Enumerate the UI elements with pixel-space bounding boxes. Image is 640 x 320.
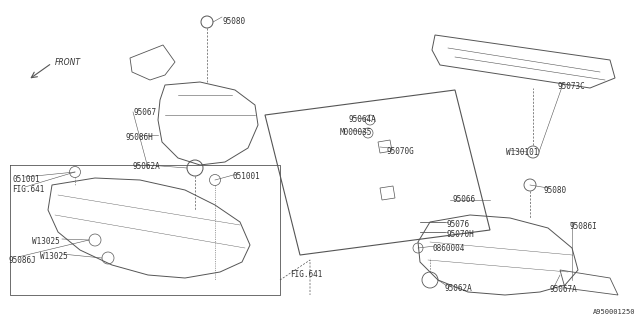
Text: 95062A: 95062A [132,162,160,171]
Text: W13025: W13025 [32,237,60,246]
Text: FIG.641: FIG.641 [12,185,44,194]
Text: FRONT: FRONT [55,58,81,67]
Text: A950001250: A950001250 [593,309,635,315]
Text: W13025: W13025 [40,252,68,261]
Text: 95064A: 95064A [348,115,376,124]
Text: 0860004: 0860004 [432,244,465,253]
Text: 95086J: 95086J [8,256,36,265]
Text: 95086H: 95086H [125,133,153,142]
Text: W130101: W130101 [506,148,538,157]
Text: 95076: 95076 [446,220,469,229]
Text: 95067A: 95067A [549,285,577,294]
Text: 95066: 95066 [452,195,475,204]
Text: 95080: 95080 [222,17,245,26]
Text: 95073C: 95073C [558,82,586,91]
Text: 95070H: 95070H [446,230,474,239]
Text: 051001: 051001 [232,172,260,181]
Text: FIG.641: FIG.641 [290,270,323,279]
Text: 051001: 051001 [12,175,40,184]
Text: M000035: M000035 [340,128,372,137]
Text: 95070G: 95070G [386,147,413,156]
Text: 95086I: 95086I [569,222,596,231]
Text: 95080: 95080 [544,186,567,195]
Text: 95067: 95067 [133,108,156,117]
Text: 95062A: 95062A [444,284,472,293]
